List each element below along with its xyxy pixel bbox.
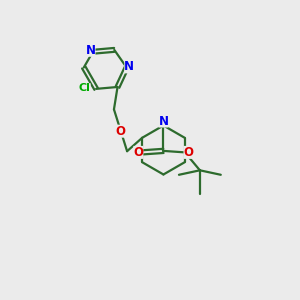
Text: Cl: Cl bbox=[79, 83, 91, 93]
Text: N: N bbox=[85, 44, 95, 57]
Text: O: O bbox=[184, 146, 194, 159]
Text: N: N bbox=[158, 115, 168, 128]
Text: O: O bbox=[134, 146, 143, 159]
Text: N: N bbox=[124, 60, 134, 74]
Text: O: O bbox=[116, 125, 125, 138]
